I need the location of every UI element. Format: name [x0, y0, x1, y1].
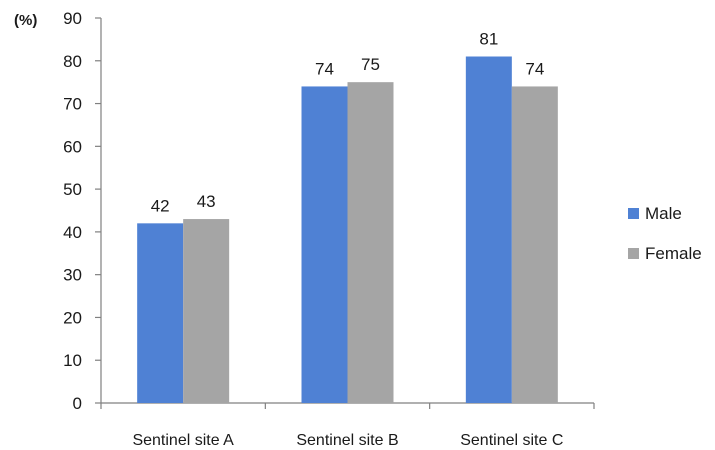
y-tick-label: 0	[73, 394, 82, 413]
y-tick-label: 90	[63, 9, 82, 28]
data-label: 74	[525, 59, 544, 78]
legend-swatch-male	[628, 208, 639, 219]
axes: 0 10 20 30 40 50 60 70 80 90 Sentinel site A Sentin…	[63, 9, 595, 449]
bar-female	[511, 86, 558, 403]
y-tick-label: 80	[63, 52, 82, 71]
legend-label-male: Male	[645, 204, 682, 223]
legend-swatch-female	[628, 248, 639, 259]
bar-male	[301, 86, 348, 403]
bar-male	[465, 56, 512, 403]
data-label: 75	[361, 55, 380, 74]
y-unit-label: (%)	[14, 12, 37, 29]
bar-female	[183, 219, 230, 403]
y-tick-label: 50	[63, 180, 82, 199]
x-category-label: Sentinel site A	[132, 432, 234, 449]
legend-label-female: Female	[645, 244, 702, 263]
data-label: 81	[479, 30, 498, 49]
y-tick-label: 40	[63, 223, 82, 242]
bar-female	[347, 82, 394, 404]
legend: Male Female	[628, 204, 702, 263]
x-category-label: Sentinel site B	[296, 432, 398, 449]
x-category-label: Sentinel site C	[460, 432, 563, 449]
y-tick-label: 70	[63, 95, 82, 114]
data-label: 74	[315, 59, 334, 78]
bars: 42 43 74 75 81 74	[137, 30, 558, 404]
y-tick-label: 30	[63, 266, 82, 285]
bar-male	[137, 223, 184, 403]
y-tick-label: 10	[63, 351, 82, 370]
y-tick-label: 20	[63, 308, 82, 327]
data-label: 43	[197, 192, 216, 211]
y-tick-label: 60	[63, 137, 82, 156]
data-label: 42	[151, 196, 170, 215]
